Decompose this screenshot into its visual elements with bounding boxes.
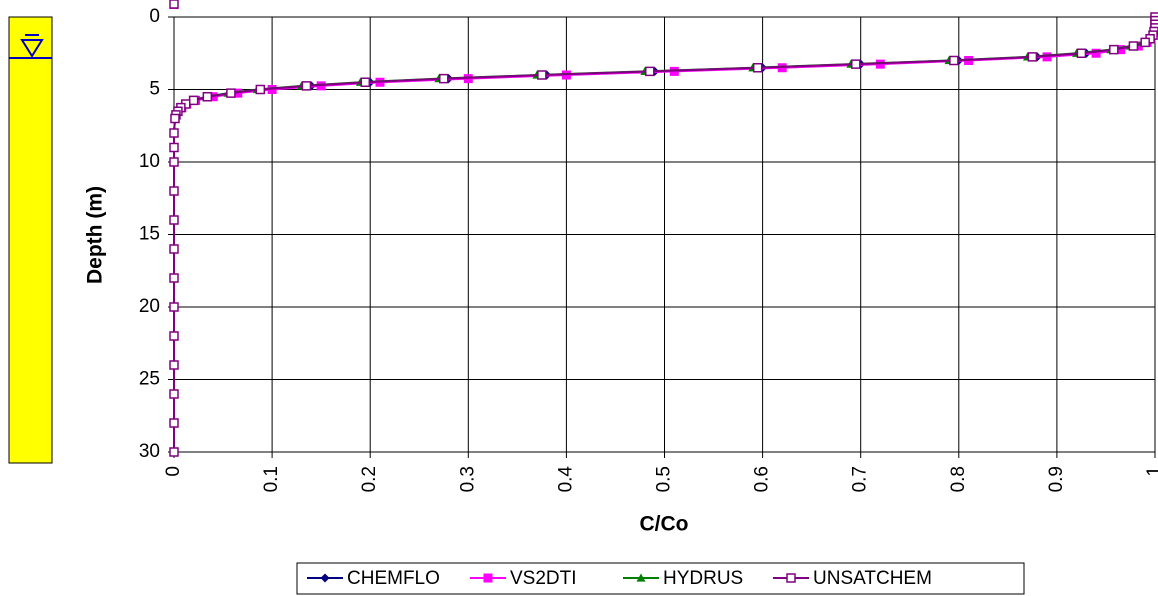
marker — [169, 128, 179, 138]
y-tick-label: 20 — [139, 296, 160, 317]
marker — [949, 55, 959, 66]
legend — [296, 562, 1025, 595]
x-tick-label: 0.6 — [752, 466, 773, 492]
marker — [537, 70, 547, 80]
marker — [226, 88, 236, 98]
marker — [851, 59, 861, 69]
x-tick-label: 1 — [1144, 466, 1158, 477]
marker — [169, 186, 179, 196]
legend-marker — [320, 573, 330, 583]
water-table-symbol — [20, 39, 44, 58]
marker — [301, 81, 312, 91]
marker — [169, 244, 179, 254]
x-tick-label: 0.2 — [359, 466, 380, 492]
marker — [1140, 37, 1150, 48]
marker — [255, 84, 266, 95]
x-axis-title: C/Co — [640, 513, 689, 536]
legend-label: HYDRUS — [663, 568, 743, 589]
legend-marker — [786, 573, 796, 583]
y-axis-title: Depth (m) — [84, 186, 107, 284]
marker — [645, 66, 655, 77]
soil-column — [8, 16, 53, 464]
y-tick-label: 15 — [139, 224, 160, 245]
marker — [1027, 52, 1038, 62]
marker — [188, 95, 199, 106]
legend-label: VS2DTI — [510, 568, 577, 589]
marker — [170, 113, 180, 124]
x-tick-label: 0.1 — [261, 466, 282, 492]
x-tick-label: 0.7 — [850, 466, 871, 492]
marker — [169, 302, 179, 312]
x-tick-label: 0 — [163, 466, 184, 477]
marker — [169, 157, 179, 167]
x-tick-label: 0.4 — [555, 466, 576, 493]
y-tick-label: 25 — [139, 369, 160, 390]
marker — [169, 418, 179, 428]
marker — [1042, 52, 1052, 62]
marker — [169, 273, 179, 283]
marker — [360, 77, 371, 87]
marker — [1076, 48, 1087, 58]
marker — [169, 331, 179, 341]
marker — [1128, 41, 1139, 51]
marker — [439, 73, 449, 84]
marker — [169, 389, 179, 399]
marker — [202, 92, 213, 102]
legend-label: UNSATCHEM — [813, 568, 932, 589]
legend-label: CHEMFLO — [347, 568, 440, 589]
legend-marker — [483, 573, 493, 583]
x-tick-label: 0.8 — [948, 466, 969, 492]
x-tick-label: 0.5 — [654, 466, 675, 492]
y-tick-label: 10 — [139, 151, 160, 172]
marker — [1109, 44, 1119, 55]
marker — [1133, 41, 1143, 51]
marker — [1116, 45, 1126, 55]
y-tick-label: 30 — [139, 441, 160, 462]
marker — [1091, 48, 1101, 58]
marker — [169, 360, 179, 370]
x-tick-label: 0.9 — [1046, 466, 1067, 492]
legend-marker — [636, 573, 646, 582]
marker — [169, 215, 179, 225]
marker — [752, 63, 763, 73]
y-tick-label: 5 — [149, 79, 160, 100]
y-tick-label: 0 — [149, 6, 160, 27]
marker — [169, 142, 179, 153]
marker — [169, 447, 179, 457]
marker — [169, 0, 179, 9]
x-tick-label: 0.3 — [457, 466, 478, 492]
